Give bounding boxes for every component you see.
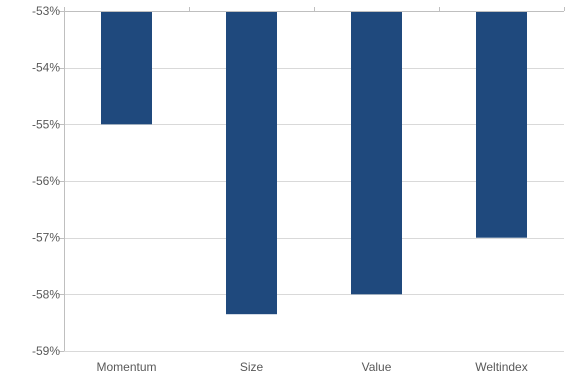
y-tick-labels: -53% -54% -55% -56% -57% -58% -59%: [32, 4, 60, 358]
bar: [226, 11, 277, 315]
bar: [101, 11, 152, 125]
x-tick-label: Size: [240, 360, 264, 374]
y-tick-label: -53%: [32, 4, 60, 18]
bars: [101, 11, 527, 315]
y-tick-label: -58%: [32, 287, 60, 301]
y-tick-label: -56%: [32, 174, 60, 188]
bar: [476, 11, 527, 238]
x-tick-label: Value: [362, 360, 392, 374]
x-tick-label: Weltindex: [475, 360, 527, 374]
y-tick-label: -54%: [32, 61, 60, 75]
bar: [351, 11, 402, 295]
y-tick-label: -57%: [32, 231, 60, 245]
y-tick-label: -55%: [32, 117, 60, 131]
axes: [59, 7, 565, 352]
y-tick-label: -59%: [32, 344, 60, 358]
x-tick-label: Momentum: [96, 360, 156, 374]
x-tick-labels: Momentum Size Value Weltindex: [96, 360, 527, 374]
